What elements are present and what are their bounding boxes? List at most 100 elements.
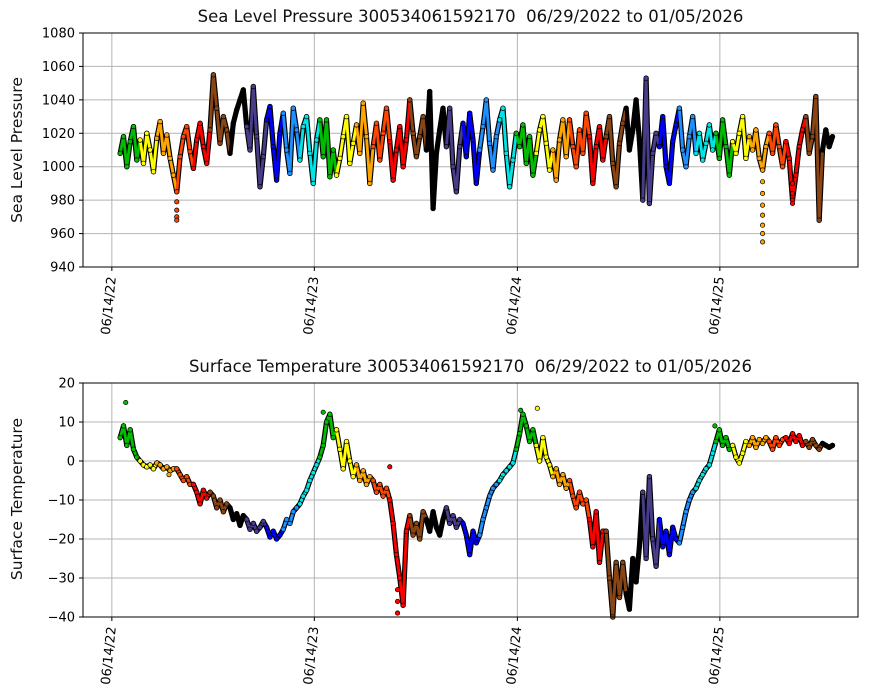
temperature-outlier-dot xyxy=(394,587,401,593)
pressure-marker xyxy=(736,130,742,136)
pressure-x-tick-label: 06/14/22 xyxy=(99,276,120,336)
pressure-y-tick-label: 1060 xyxy=(42,60,75,75)
temperature-marker xyxy=(224,501,230,507)
temperature-y-tick-label: −10 xyxy=(48,494,75,509)
pressure-marker xyxy=(144,130,150,136)
temperature-marker xyxy=(430,509,436,515)
temperature-marker xyxy=(184,473,190,480)
pressure-marker xyxy=(729,138,736,145)
pressure-marker xyxy=(676,105,683,111)
pressure-marker xyxy=(363,133,370,140)
pressure-marker xyxy=(666,180,673,187)
temperature-marker xyxy=(690,489,696,495)
pressure-outlier-dot xyxy=(760,179,766,185)
temperature-y-tick-label: 20 xyxy=(58,377,75,392)
pressure-marker xyxy=(443,144,450,150)
pressure-marker xyxy=(819,147,826,153)
pressure-series-segment xyxy=(601,135,608,162)
pressure-y-tick-label: 980 xyxy=(50,194,75,209)
pressure-marker xyxy=(423,147,430,153)
temperature-marker xyxy=(796,433,802,439)
pressure-series-segment xyxy=(494,118,502,139)
pressure-marker xyxy=(343,113,350,120)
temperature-marker xyxy=(317,454,323,460)
pressure-marker xyxy=(516,144,523,150)
pressure-marker xyxy=(353,122,360,128)
pressure-marker xyxy=(749,147,756,153)
pressure-outlier-dot xyxy=(760,212,766,218)
pressure-marker xyxy=(230,120,236,126)
temperature-y-axis-label: Surface Temperature xyxy=(8,417,26,581)
temperature-outlier-dot xyxy=(387,464,393,470)
pressure-series-segment xyxy=(211,73,219,110)
temperature-marker xyxy=(716,427,722,433)
pressure-marker xyxy=(257,184,263,190)
temperature-marker xyxy=(220,509,227,515)
pressure-series-segment xyxy=(401,138,408,169)
temperature-marker xyxy=(347,458,353,464)
pressure-marker xyxy=(224,127,230,133)
temperature-marker xyxy=(500,472,506,478)
pressure-series-segment xyxy=(661,115,668,169)
pressure-series-segment xyxy=(268,105,275,149)
pressure-marker xyxy=(506,184,513,190)
temperature-marker xyxy=(210,493,217,499)
temperature-marker xyxy=(263,524,270,530)
temperature-marker xyxy=(124,442,130,449)
temperature-marker xyxy=(273,536,280,542)
temperature-chart-title: Surface Temperature 300534061592170 06/2… xyxy=(188,357,753,376)
temperature-marker xyxy=(543,454,549,460)
temperature-marker xyxy=(293,505,300,511)
temperature-series-segment xyxy=(621,560,628,596)
pressure-series-segment xyxy=(251,85,259,139)
pressure-marker xyxy=(383,105,390,111)
temperature-series-segment xyxy=(681,510,688,529)
temperature-series-segment xyxy=(478,518,485,537)
pressure-outlier-dot xyxy=(789,200,796,207)
pressure-marker xyxy=(310,180,316,187)
pressure-series-segment xyxy=(501,106,508,155)
pressure-series-segment xyxy=(807,135,814,155)
temperature-marker xyxy=(590,544,596,550)
temperature-marker xyxy=(680,524,686,530)
pressure-series-segment xyxy=(428,90,435,210)
temperature-marker xyxy=(533,442,539,449)
pressure-series-segment xyxy=(261,118,269,159)
pressure-series-segment xyxy=(508,158,515,189)
temperature-series-segment xyxy=(604,529,611,580)
pressure-marker xyxy=(739,113,746,120)
temperature-marker xyxy=(427,528,433,534)
temperature-marker xyxy=(710,450,716,456)
pressure-marker xyxy=(184,123,190,130)
temperature-marker xyxy=(769,446,776,452)
pressure-marker xyxy=(234,107,240,113)
pressure-marker xyxy=(716,155,722,162)
temperature-marker xyxy=(776,442,782,449)
temperature-marker xyxy=(736,460,742,466)
temperature-marker xyxy=(337,446,343,452)
pressure-marker xyxy=(293,127,300,133)
temperature-marker xyxy=(726,446,732,452)
temperature-marker xyxy=(723,434,729,441)
pressure-series-segment xyxy=(258,155,265,189)
temperature-marker xyxy=(673,536,679,542)
pressure-series-segment xyxy=(345,115,352,165)
temperature-marker xyxy=(486,493,493,499)
pressure-series-segment xyxy=(774,123,781,149)
pressure-series-segment xyxy=(568,118,575,149)
pressure-marker xyxy=(486,140,493,146)
pressure-marker xyxy=(447,105,453,111)
temperature-marker xyxy=(623,590,629,597)
pressure-series-segment xyxy=(241,88,249,129)
temperature-marker xyxy=(700,472,706,478)
temperature-series-segment xyxy=(128,428,135,451)
temperature-marker xyxy=(586,516,593,523)
pressure-marker xyxy=(147,147,153,153)
pressure-series-segment xyxy=(158,120,165,155)
pressure-marker xyxy=(680,147,686,153)
temperature-series-segment xyxy=(657,518,665,549)
temperature-outlier-dot xyxy=(712,423,718,429)
pressure-marker xyxy=(373,120,380,126)
pressure-marker xyxy=(387,138,393,145)
pressure-series-segment xyxy=(608,115,615,165)
